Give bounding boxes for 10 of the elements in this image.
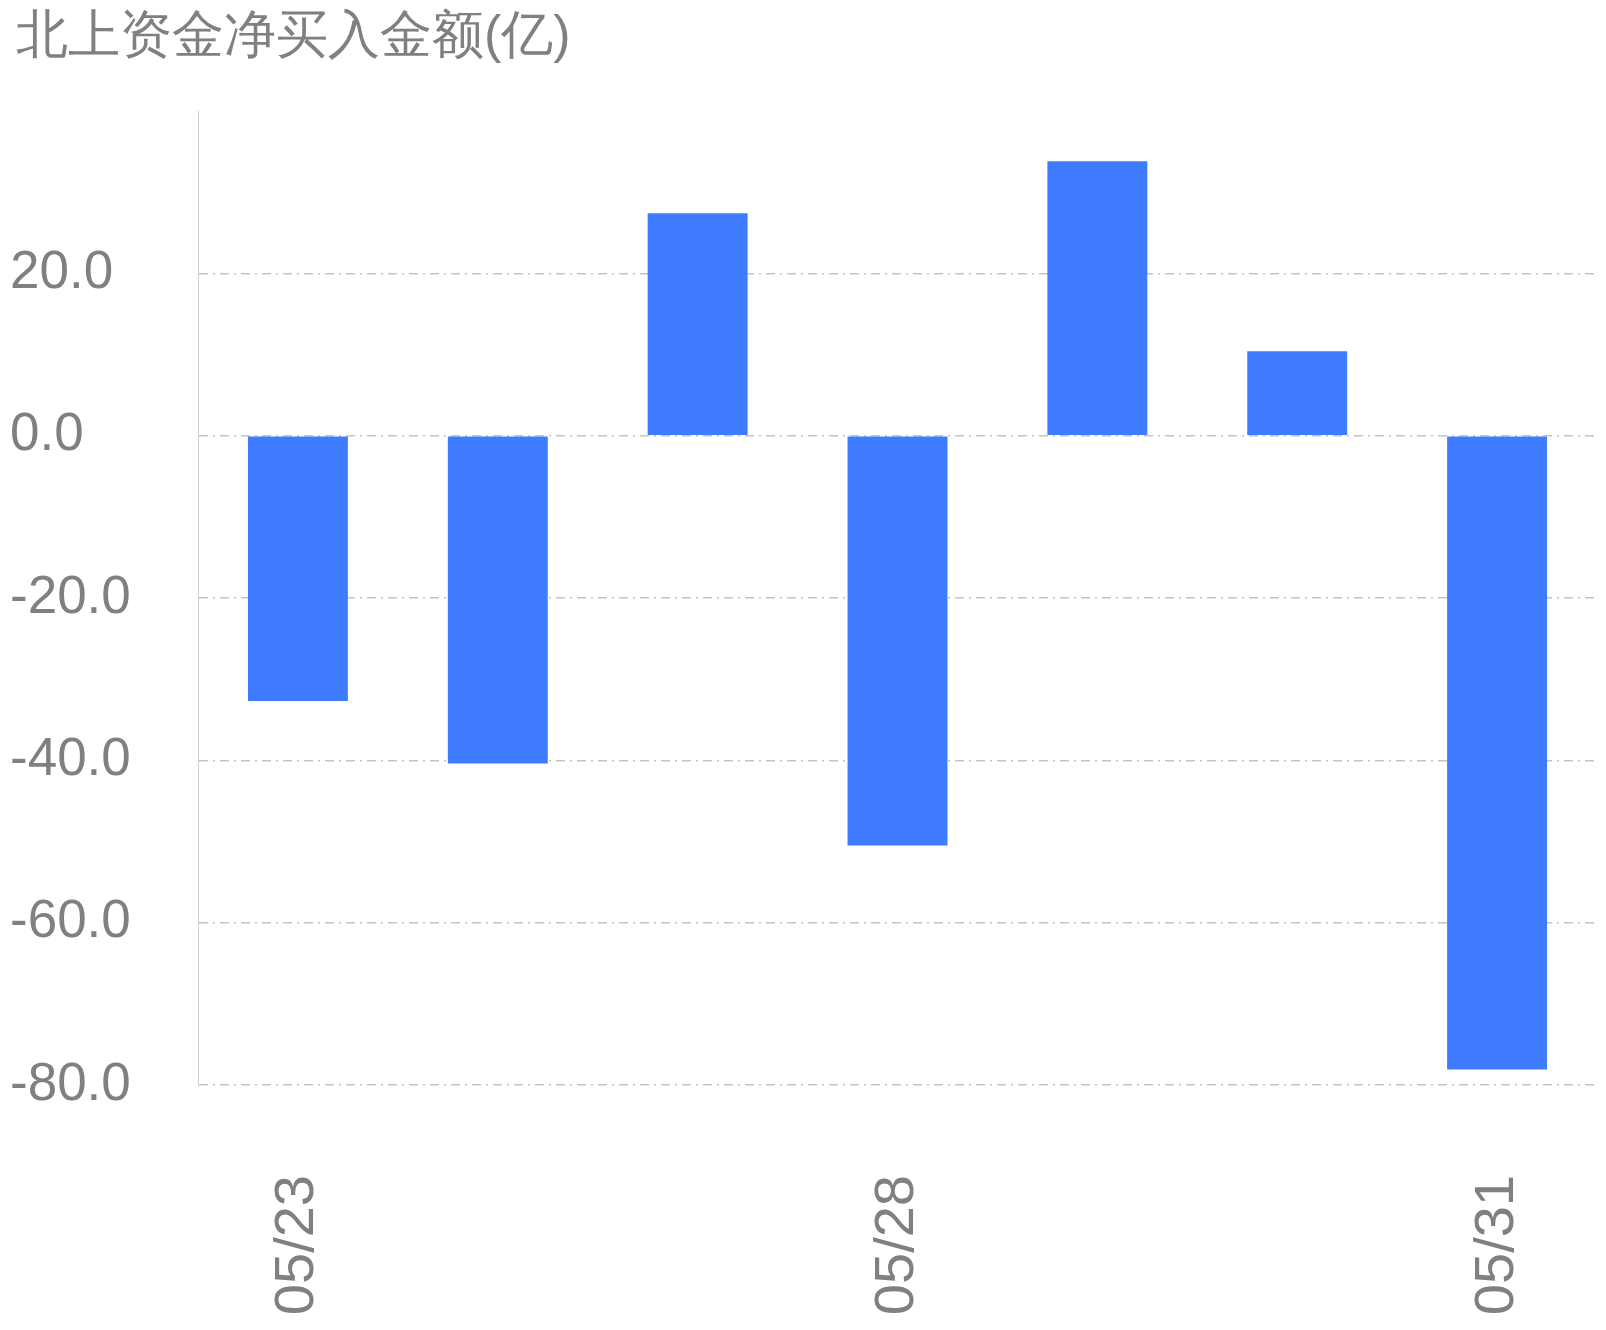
y-tick-label: -80.0 [10,1051,131,1111]
y-tick-label: -60.0 [10,889,131,949]
y-tick-label: -20.0 [10,564,131,624]
y-tick-label: -40.0 [10,726,131,786]
x-tick-label: 05/31 [1461,1175,1525,1316]
x-tick-label: 05/28 [861,1175,925,1316]
chart-title: 北上资金净买入金额(亿) [16,5,571,65]
x-tick-label: 05/23 [262,1175,326,1316]
y-tick-label: 20.0 [10,239,114,299]
y-tick-label: 0.0 [10,402,84,462]
